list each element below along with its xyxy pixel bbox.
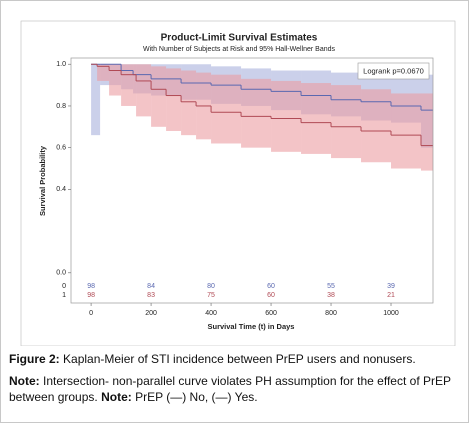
- confidence-band: [97, 64, 110, 81]
- confidence-band: [166, 68, 182, 131]
- note: Note: Intersection- non-parallel curve v…: [9, 373, 461, 405]
- note-label: Note:: [9, 374, 40, 388]
- risk-count: 55: [327, 283, 335, 290]
- x-tick-label: 0: [89, 310, 93, 317]
- risk-count: 75: [207, 292, 215, 299]
- confidence-band: [181, 70, 197, 136]
- note-label: Note:: [101, 390, 132, 404]
- confidence-band: [331, 85, 362, 159]
- plot-frame: [70, 57, 434, 304]
- confidence-band: [91, 64, 101, 136]
- y-tick-label: 1.0: [56, 61, 66, 68]
- confidence-band: [211, 74, 242, 144]
- x-tick-label: 800: [325, 310, 337, 317]
- caption: Figure 2: Kaplan-Meier of STI incidence …: [9, 351, 461, 367]
- annotation: Logrank p=0.0670: [363, 66, 424, 75]
- confidence-band: [361, 89, 392, 163]
- confidence-band: [109, 64, 122, 96]
- confidence-band: [136, 64, 152, 117]
- caption-text: Kaplan-Meier of STI incidence between Pr…: [63, 352, 416, 366]
- x-axis-label: Survival Time (t) in Days: [208, 322, 295, 331]
- risk-count: 84: [147, 283, 155, 290]
- y-tick-label: 0.0: [56, 270, 66, 277]
- confidence-band: [301, 83, 332, 154]
- chart-subtitle: With Number of Subjects at Risk and 95% …: [143, 46, 336, 53]
- risk-group-label: 0: [62, 283, 66, 290]
- confidence-band: [151, 66, 167, 127]
- confidence-band: [421, 93, 433, 171]
- risk-group-label: 1: [62, 292, 66, 299]
- x-tick-label: 400: [205, 310, 217, 317]
- y-axis-label: Survival Probability: [38, 145, 47, 216]
- x-tick-label: 200: [145, 310, 157, 317]
- risk-count: 98: [87, 283, 95, 290]
- annotation-box: [357, 62, 430, 80]
- risk-count: 60: [267, 283, 275, 290]
- risk-count: 21: [387, 292, 395, 299]
- risk-count: 98: [87, 292, 95, 299]
- y-tick-label: 0.4: [56, 186, 66, 193]
- risk-count: 38: [327, 292, 335, 299]
- chart: Product-Limit Survival Estimates With Nu…: [20, 20, 456, 347]
- confidence-band: [271, 80, 302, 152]
- risk-count: 83: [147, 292, 155, 299]
- chart-title: Product-Limit Survival Estimates: [161, 33, 318, 44]
- caption-label: Figure 2:: [9, 352, 60, 366]
- risk-count: 80: [207, 283, 215, 290]
- risk-count: 39: [387, 283, 395, 290]
- risk-count: 60: [267, 292, 275, 299]
- y-tick-label: 0.6: [56, 145, 66, 152]
- note-text: PrEP (—) No, (—) Yes.: [135, 390, 258, 404]
- confidence-band: [391, 93, 422, 169]
- x-tick-label: 600: [265, 310, 277, 317]
- note-text: Intersection- non-parallel curve violate…: [9, 374, 451, 404]
- confidence-band: [241, 78, 272, 148]
- y-tick-label: 0.8: [56, 103, 66, 110]
- x-tick-label: 1000: [383, 310, 399, 317]
- caption-block: Figure 2: Kaplan-Meier of STI incidence …: [9, 351, 461, 411]
